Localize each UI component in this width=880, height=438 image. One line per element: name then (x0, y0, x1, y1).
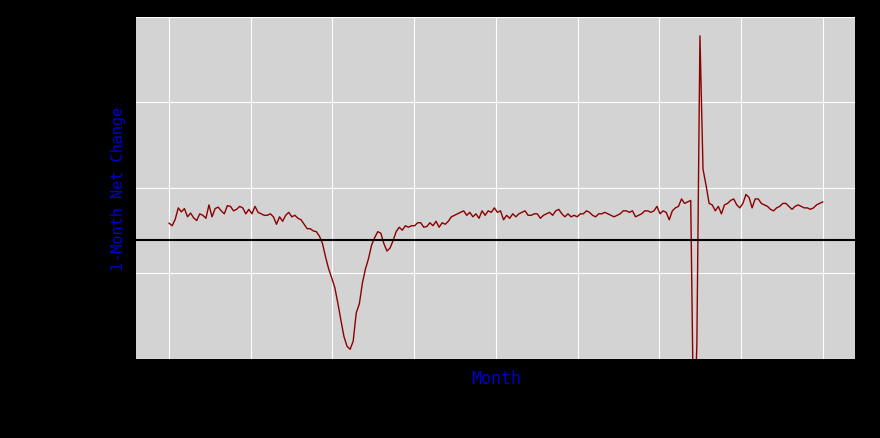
Y-axis label: 1-Month Net Change: 1-Month Net Change (111, 106, 126, 270)
X-axis label: Month: Month (471, 370, 521, 388)
